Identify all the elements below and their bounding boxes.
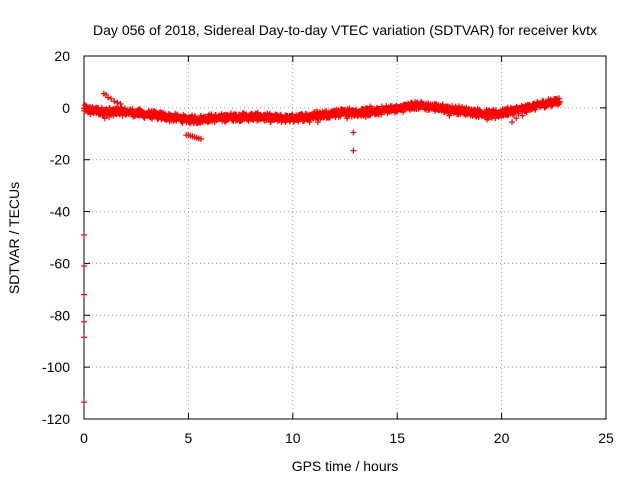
x-tick-label: 10 [285, 430, 301, 446]
data-point [117, 100, 124, 107]
y-tick-label: 0 [62, 100, 70, 116]
x-tick-label: 25 [598, 430, 614, 446]
data-point [306, 119, 313, 126]
data-point [81, 318, 87, 325]
tick-labels: 0 5 10 15 20 25 20 0 -20 -40 -60 -80 -100 -120 [42, 48, 614, 446]
data-point [483, 116, 490, 123]
data-point [108, 95, 115, 102]
data-point [81, 291, 87, 298]
data-point [105, 94, 112, 101]
y-tick-label: -120 [42, 411, 70, 427]
data-point [552, 100, 559, 107]
data-point [496, 112, 503, 119]
x-tick-label: 5 [185, 430, 193, 446]
y-tick-label: -20 [50, 152, 70, 168]
y-tick-label: -40 [50, 204, 70, 220]
data-point [350, 147, 357, 154]
data-point [81, 334, 87, 341]
data-point [509, 119, 516, 126]
x-axis-label: GPS time / hours [292, 458, 399, 474]
data-points [81, 90, 563, 406]
chart-title: Day 056 of 2018, Sidereal Day-to-day VTE… [93, 22, 597, 38]
y-tick-label: -60 [50, 255, 70, 271]
data-point [81, 399, 87, 406]
data-point [106, 113, 113, 120]
y-tick-label: -100 [42, 359, 70, 375]
data-point [110, 112, 117, 119]
data-point [504, 104, 511, 111]
data-point [97, 111, 104, 118]
data-point [367, 103, 374, 110]
x-tick-label: 15 [389, 430, 405, 446]
data-point [556, 98, 563, 105]
data-point [513, 115, 520, 122]
y-tick-label: -80 [50, 307, 70, 323]
data-point [542, 103, 549, 110]
y-axis-label: SDTVAR / TECUs [6, 182, 22, 294]
data-point [519, 112, 526, 119]
data-point [314, 119, 321, 126]
data-point [475, 113, 482, 120]
data-point [461, 111, 468, 118]
data-point [197, 135, 204, 142]
data-point [527, 106, 534, 113]
data-point [362, 113, 369, 120]
axis-ticks [83, 55, 607, 420]
data-point [114, 99, 121, 106]
x-tick-label: 0 [80, 430, 88, 446]
data-point [81, 263, 87, 270]
data-point [344, 115, 351, 122]
data-point [358, 106, 365, 113]
data-point [335, 113, 342, 120]
data-point [446, 112, 453, 119]
data-point [350, 129, 357, 136]
x-tick-label: 20 [494, 430, 510, 446]
data-point [101, 115, 108, 122]
data-point [87, 111, 94, 118]
data-point [81, 231, 87, 238]
data-point [111, 98, 118, 105]
y-tick-label: 20 [54, 48, 70, 64]
data-point [492, 115, 499, 122]
